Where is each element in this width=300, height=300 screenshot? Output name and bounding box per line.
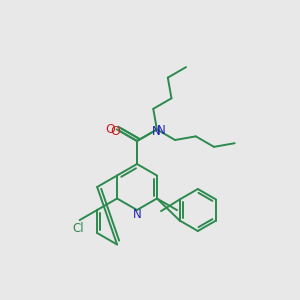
Text: N: N	[152, 125, 161, 138]
Text: N: N	[157, 124, 165, 137]
Text: O: O	[105, 123, 115, 136]
Text: O: O	[111, 125, 121, 138]
Text: Cl: Cl	[72, 223, 84, 236]
Text: N: N	[133, 208, 141, 220]
